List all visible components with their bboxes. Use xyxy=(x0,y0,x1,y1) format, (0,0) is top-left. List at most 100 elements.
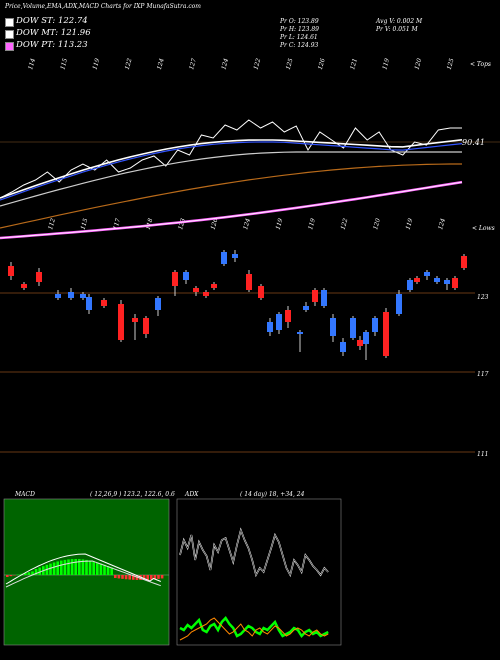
legend-dow-st: DOW ST: 122.74 xyxy=(16,16,88,26)
macd-bar xyxy=(121,575,124,579)
top-value-label: 119 xyxy=(381,57,391,70)
price-line-white xyxy=(0,119,462,199)
low-values-group: 112 115 117 118 123 126 124 119 119 122 120 119 124 xyxy=(47,217,447,230)
macd-bar xyxy=(92,561,95,575)
candle-body xyxy=(203,292,209,296)
candle-body xyxy=(21,284,27,288)
candle-body xyxy=(350,318,356,338)
low-value-label: 122 xyxy=(340,217,350,230)
top-value-label: 122 xyxy=(253,57,263,70)
macd-bar xyxy=(70,559,74,575)
candle-body xyxy=(407,280,413,290)
macd-bar xyxy=(31,571,34,575)
macd-bar xyxy=(117,575,121,579)
adx-panel xyxy=(176,498,342,646)
macd-label: MACD xyxy=(15,491,35,498)
top-values-group: 114 115 119 122 124 127 124 122 125 126 121 119 120 1… xyxy=(27,57,455,70)
candle-body xyxy=(267,322,273,332)
top-value-label: 115 xyxy=(59,57,69,70)
macd-bar xyxy=(81,559,85,575)
candle-body xyxy=(357,340,363,346)
macd-bar xyxy=(106,566,110,575)
candle-body xyxy=(461,256,467,268)
ohlc-open: Pr O: 123.89 xyxy=(280,18,319,25)
low-value-label: 126 xyxy=(210,217,220,230)
candle-body xyxy=(221,252,227,264)
candle-body xyxy=(363,332,369,344)
adx-di-plus-inner xyxy=(179,529,329,576)
dow-pt-line xyxy=(0,180,463,240)
macd-bar xyxy=(74,559,77,575)
macd-bar xyxy=(6,575,9,577)
ohlc-high: Pr H: 123.89 xyxy=(280,26,319,33)
low-value-label: 119 xyxy=(275,217,285,230)
macd-bar xyxy=(96,562,99,575)
macd-line xyxy=(5,553,161,585)
ohlc-close: Pr C: 124.93 xyxy=(280,42,319,49)
top-value-label: 119 xyxy=(92,57,102,70)
macd-bar xyxy=(146,575,149,580)
low-value-label: 117 xyxy=(112,217,122,230)
macd-bar xyxy=(49,563,52,575)
candle-body xyxy=(36,272,42,282)
macd-bar xyxy=(114,575,117,578)
candle-body xyxy=(312,290,318,302)
macd-bar xyxy=(103,564,106,575)
macd-signal-line xyxy=(5,560,161,588)
macd-bar xyxy=(110,567,113,575)
candle-body xyxy=(55,294,61,298)
macd-bar xyxy=(150,575,153,580)
candle-body xyxy=(372,318,378,332)
candle-body xyxy=(452,278,458,288)
candles-group xyxy=(8,250,467,360)
legend-swatch-st xyxy=(5,18,14,27)
macd-bar xyxy=(128,575,131,580)
price-label-117: 117 xyxy=(477,371,489,378)
macd-bar xyxy=(63,559,67,575)
legend-dow-pt: DOW PT: 113.23 xyxy=(16,40,88,50)
ema-short-line xyxy=(0,139,463,199)
macd-bar xyxy=(157,575,160,579)
candle-body xyxy=(86,297,92,310)
candle-body xyxy=(340,342,346,352)
candle-body xyxy=(434,278,440,282)
candle-body xyxy=(132,318,138,322)
adx-green-line xyxy=(179,615,329,639)
chart-title: Price,Volume,EMA,ADX,MACD Charts for IXP… xyxy=(5,3,201,10)
macd-bar xyxy=(56,561,59,575)
low-value-label: 124 xyxy=(242,217,252,230)
tops-label: < Tops xyxy=(470,61,491,68)
candle-body xyxy=(276,314,282,330)
avg-volume: Avg V: 0.002 M xyxy=(376,18,423,25)
candle-body xyxy=(183,272,189,280)
top-value-label: 122 xyxy=(124,57,134,70)
ema-value-label: 90.41 xyxy=(462,138,485,147)
candle-body xyxy=(303,306,309,310)
macd-bar xyxy=(85,559,88,575)
ohlc-low: Pr L: 124.61 xyxy=(280,34,318,41)
top-value-label: 125 xyxy=(285,57,295,70)
top-value-label: 127 xyxy=(188,57,198,70)
ema-short-blue-line xyxy=(0,141,463,201)
macd-bar xyxy=(34,569,38,575)
lows-label: < Lows xyxy=(472,225,495,232)
candle-body xyxy=(211,284,217,288)
macd-bar xyxy=(124,575,128,580)
candle-body xyxy=(193,288,199,292)
macd-bar xyxy=(142,575,146,580)
low-value-label: 123 xyxy=(177,217,187,230)
candle-body xyxy=(172,272,178,286)
top-value-label: 124 xyxy=(156,57,166,70)
legend-dow-mt: DOW MT: 121.96 xyxy=(16,28,91,38)
adx-params: ( 14 day) 18, +34, 24 xyxy=(240,491,305,498)
macd-bar xyxy=(78,559,81,575)
last-volume: Pr V: 0.051 M xyxy=(376,26,418,33)
candle-body xyxy=(68,292,74,298)
ema-mid-line xyxy=(0,151,462,207)
candle-body xyxy=(414,278,420,282)
candle-body xyxy=(444,280,450,284)
macd-bar xyxy=(27,572,31,575)
candle-body xyxy=(155,298,161,310)
low-value-label: 120 xyxy=(372,217,382,230)
top-value-label: 114 xyxy=(27,57,37,70)
